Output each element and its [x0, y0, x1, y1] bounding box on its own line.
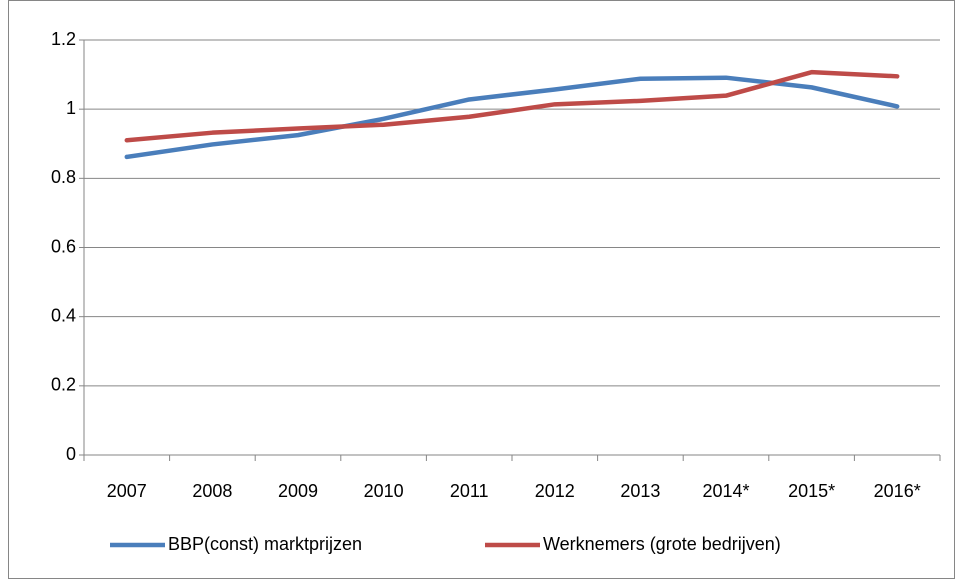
legend-label: Werknemers (grote bedrijven)	[543, 534, 781, 554]
x-tick-label: 2012	[535, 481, 575, 501]
x-tick-label: 2007	[107, 481, 147, 501]
y-tick-label: 0.2	[51, 375, 76, 395]
x-tick-label: 2010	[364, 481, 404, 501]
y-tick-label: 0	[66, 444, 76, 464]
x-tick-label: 2016*	[874, 481, 921, 501]
x-tick-label: 2008	[192, 481, 232, 501]
x-tick-label: 2015*	[788, 481, 835, 501]
x-tick-label: 2009	[278, 481, 318, 501]
x-tick-label: 2014*	[702, 481, 749, 501]
y-tick-label: 0.4	[51, 305, 76, 325]
legend-label: BBP(const) marktprijzen	[168, 534, 362, 554]
y-tick-label: 0.8	[51, 167, 76, 187]
y-tick-label: 0.6	[51, 236, 76, 256]
y-tick-label: 1.2	[51, 29, 76, 49]
x-tick-label: 2013	[620, 481, 660, 501]
line-series	[124, 69, 900, 143]
x-tick-label: 2011	[450, 481, 489, 501]
y-tick-label: 1	[66, 98, 76, 118]
